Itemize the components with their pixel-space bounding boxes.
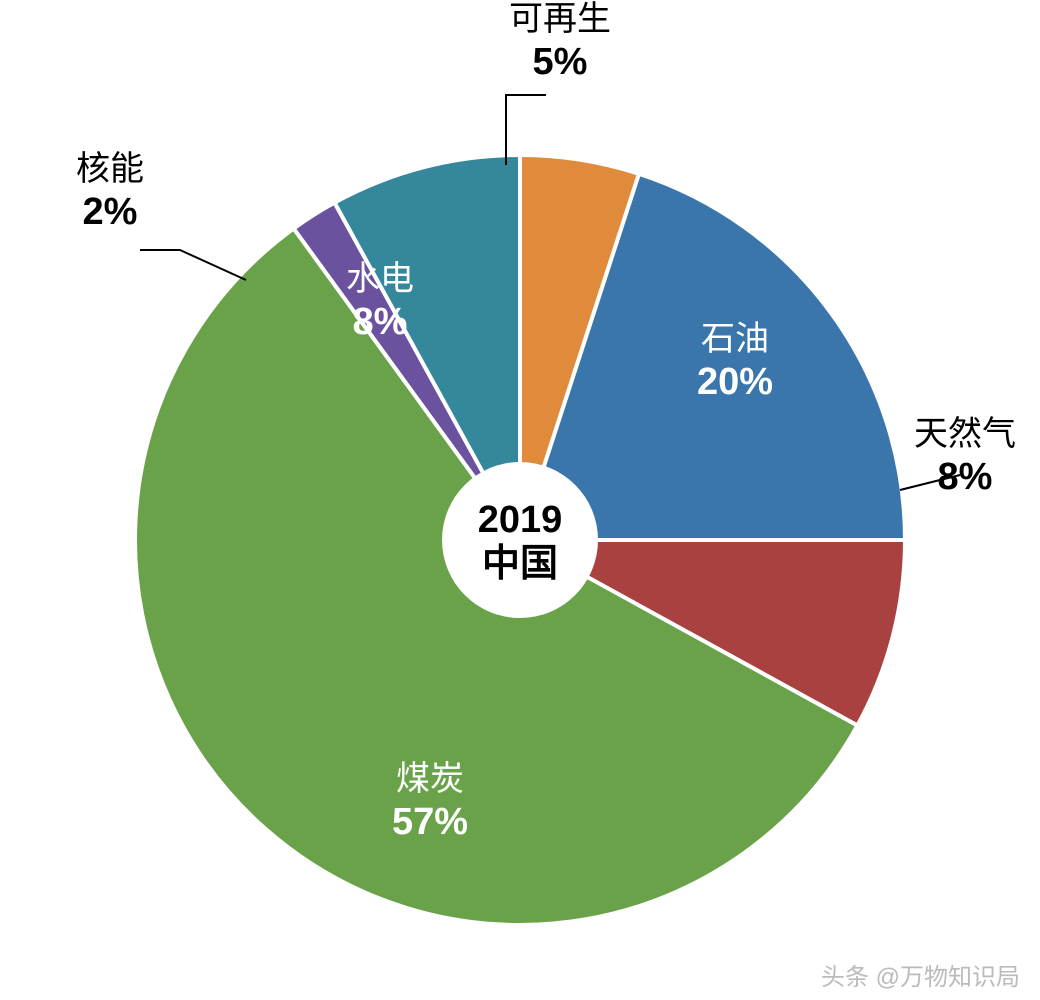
- slice-value-hydro: 8%: [353, 301, 408, 343]
- center-region: 中国: [482, 543, 558, 585]
- slice-label-oil: 石油: [701, 320, 769, 358]
- watermark: 头条 @万物知识局: [821, 964, 1020, 991]
- slice-value-coal: 57%: [392, 801, 468, 843]
- center-year: 2019: [478, 499, 563, 541]
- slice-value-gas: 8%: [938, 456, 993, 498]
- slice-label-nuclear: 核能: [76, 150, 144, 188]
- slice-value-oil: 20%: [697, 361, 773, 403]
- pie-chart: 可再生5%石油20%天然气8%煤炭57%核能2%水电8%2019中国头条 @万物…: [0, 0, 1040, 1000]
- slice-label-coal: 煤炭: [396, 760, 464, 798]
- slice-value-renewable: 5%: [533, 41, 588, 83]
- slice-label-hydro: 水电: [346, 260, 414, 298]
- slice-label-renewable: 可再生: [509, 0, 611, 38]
- slice-label-gas: 天然气: [914, 415, 1016, 453]
- slice-value-nuclear: 2%: [83, 191, 138, 233]
